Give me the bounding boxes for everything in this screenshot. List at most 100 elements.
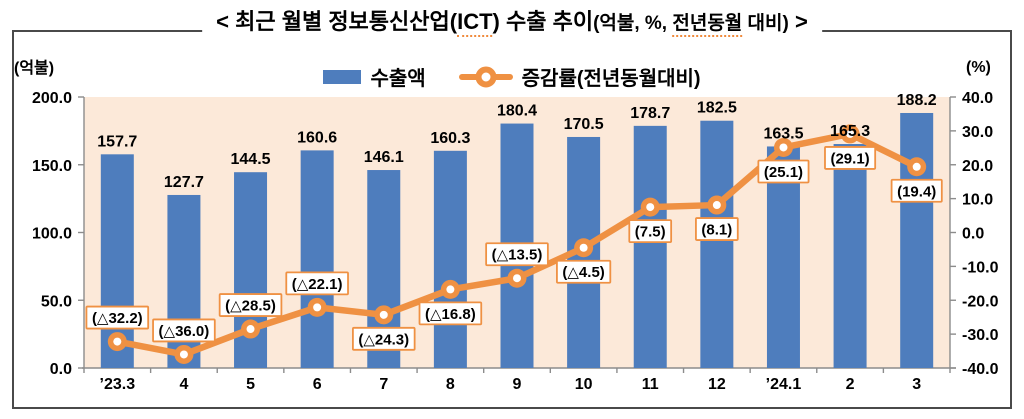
- trend-value-label: (8.1): [701, 222, 732, 239]
- trend-value-label-box: [352, 326, 416, 351]
- trend-value-label: (△36.0): [159, 323, 210, 340]
- trend-value-label-box: [85, 305, 150, 330]
- trend-value-label-box: [824, 146, 877, 170]
- chart-legend: 수출액 증감률(전년동월대비): [0, 62, 1024, 91]
- trend-value-label-box: [695, 217, 739, 241]
- trend-value-label-box: [218, 293, 283, 317]
- x-axis-label: 9: [513, 376, 522, 393]
- bar-value-label: 182.5: [697, 100, 737, 117]
- bar-value-label: 178.7: [630, 105, 670, 122]
- bar: [833, 144, 867, 368]
- bar: [234, 172, 268, 368]
- trend-marker-core: [846, 129, 855, 138]
- x-axis-label: 6: [313, 376, 322, 393]
- right-axis-tick-label: -40.0: [962, 361, 999, 378]
- x-axis-label: 4: [179, 376, 188, 393]
- x-axis-label: 2: [846, 376, 855, 393]
- bar-value-label: 127.7: [164, 174, 204, 191]
- title-ict: ICT: [457, 9, 493, 37]
- trend-marker-core: [379, 310, 388, 319]
- trend-marker-core: [113, 337, 122, 346]
- trend-value-label: (△32.2): [92, 310, 143, 327]
- bar: [900, 112, 934, 368]
- bar: [766, 146, 800, 368]
- right-axis-tick-label: -10.0: [962, 259, 999, 276]
- x-axis-label: 11: [642, 376, 659, 393]
- trend-value-label-box: [757, 159, 810, 184]
- right-axis-tick-label: 40.0: [962, 90, 993, 107]
- x-axis-label: ’24.1: [766, 376, 802, 393]
- trend-marker-core: [179, 350, 188, 359]
- trend-marker-core: [579, 243, 588, 252]
- right-axis-tick-label: 10.0: [962, 192, 993, 209]
- trend-value-label-box: [628, 219, 673, 243]
- bar-value-label: 188.2: [897, 92, 937, 109]
- bar-value-label: 163.5: [763, 125, 803, 142]
- line-series-marker-icon: [458, 66, 513, 88]
- trend-value-label: (△13.5): [492, 247, 543, 264]
- bar-value-label: 160.6: [297, 129, 337, 146]
- trend-value-label-box: [556, 259, 612, 284]
- bar-value-label: 157.7: [97, 133, 137, 150]
- trend-value-label: (△24.3): [358, 331, 409, 348]
- title-unit-marked: 전년동월: [672, 13, 743, 37]
- trend-value-label: (25.1): [764, 164, 803, 181]
- right-axis-tick-label: 30.0: [962, 124, 993, 141]
- right-axis-tick-label: 0.0: [962, 226, 984, 243]
- title-unit-pre: (억불, %,: [593, 13, 673, 34]
- x-axis-label: 10: [575, 376, 593, 393]
- right-axis-tick-label: 20.0: [962, 158, 993, 175]
- right-axis-title: (%): [966, 59, 991, 76]
- trend-marker-core: [646, 203, 655, 212]
- left-axis-tick-label: 50.0: [41, 293, 72, 310]
- trend-value-label: (29.1): [830, 150, 869, 167]
- trend-marker-core: [779, 143, 788, 152]
- trend-marker-core: [313, 303, 322, 312]
- bar-value-label: 180.4: [497, 103, 537, 120]
- x-axis-label: ’23.3: [100, 376, 136, 393]
- trend-value-label: (△22.1): [292, 276, 343, 293]
- trend-marker-core: [446, 285, 455, 294]
- bar: [433, 150, 467, 368]
- trend-value-label: (7.5): [635, 224, 666, 241]
- title-unit: (억불, %, 전년동월 대비): [593, 13, 789, 37]
- trend-value-label: (△16.8): [425, 306, 476, 323]
- trend-value-label-box: [418, 301, 483, 326]
- title-unit-post: 대비): [742, 13, 789, 34]
- trend-value-label-box: [152, 318, 216, 343]
- trend-marker-core: [513, 274, 521, 283]
- trend-value-label-box: [485, 242, 549, 267]
- right-axis-tick-label: -30.0: [962, 327, 999, 344]
- trend-marker-core: [912, 162, 921, 171]
- trend-value-label: (19.4): [897, 183, 936, 200]
- bar-series-label: 수출액: [370, 68, 426, 90]
- bar: [700, 120, 734, 369]
- right-axis-tick-label: -20.0: [962, 293, 999, 310]
- bar: [633, 125, 667, 368]
- trend-value-label: (△28.5): [225, 298, 276, 315]
- x-axis-label: 8: [446, 376, 455, 393]
- bar: [300, 150, 334, 368]
- left-axis-tick-label: 150.0: [32, 158, 72, 175]
- left-axis-tick-label: 100.0: [32, 226, 72, 243]
- x-axis-label: 12: [708, 376, 726, 393]
- trend-value-label-box: [285, 271, 349, 296]
- title-main: < 최근 월별 정보통신산업(ICT) 수출 추이: [216, 9, 593, 37]
- bar-value-label: 160.3: [430, 130, 470, 147]
- bar-value-label: 146.1: [364, 149, 404, 166]
- title-text: < 최근 월별 정보통신산업(: [216, 9, 458, 34]
- line-series-label: 증감률(전년동월대비): [521, 68, 701, 90]
- trend-value-label: (△4.5): [562, 264, 604, 281]
- bar-value-label: 170.5: [564, 116, 604, 133]
- x-axis-label: 7: [379, 376, 388, 393]
- left-axis-tick-label: 200.0: [32, 90, 72, 107]
- left-axis-title: (억불): [14, 58, 54, 77]
- x-axis-label: 5: [246, 376, 255, 393]
- bar-series-swatch-icon: [323, 69, 362, 84]
- bar-value-label: 165.3: [830, 123, 870, 140]
- title-close: >: [788, 9, 808, 34]
- bar-value-label: 144.5: [231, 151, 271, 168]
- title-text-mid: ) 수출 추이: [492, 9, 594, 34]
- x-axis-label: 3: [912, 376, 921, 393]
